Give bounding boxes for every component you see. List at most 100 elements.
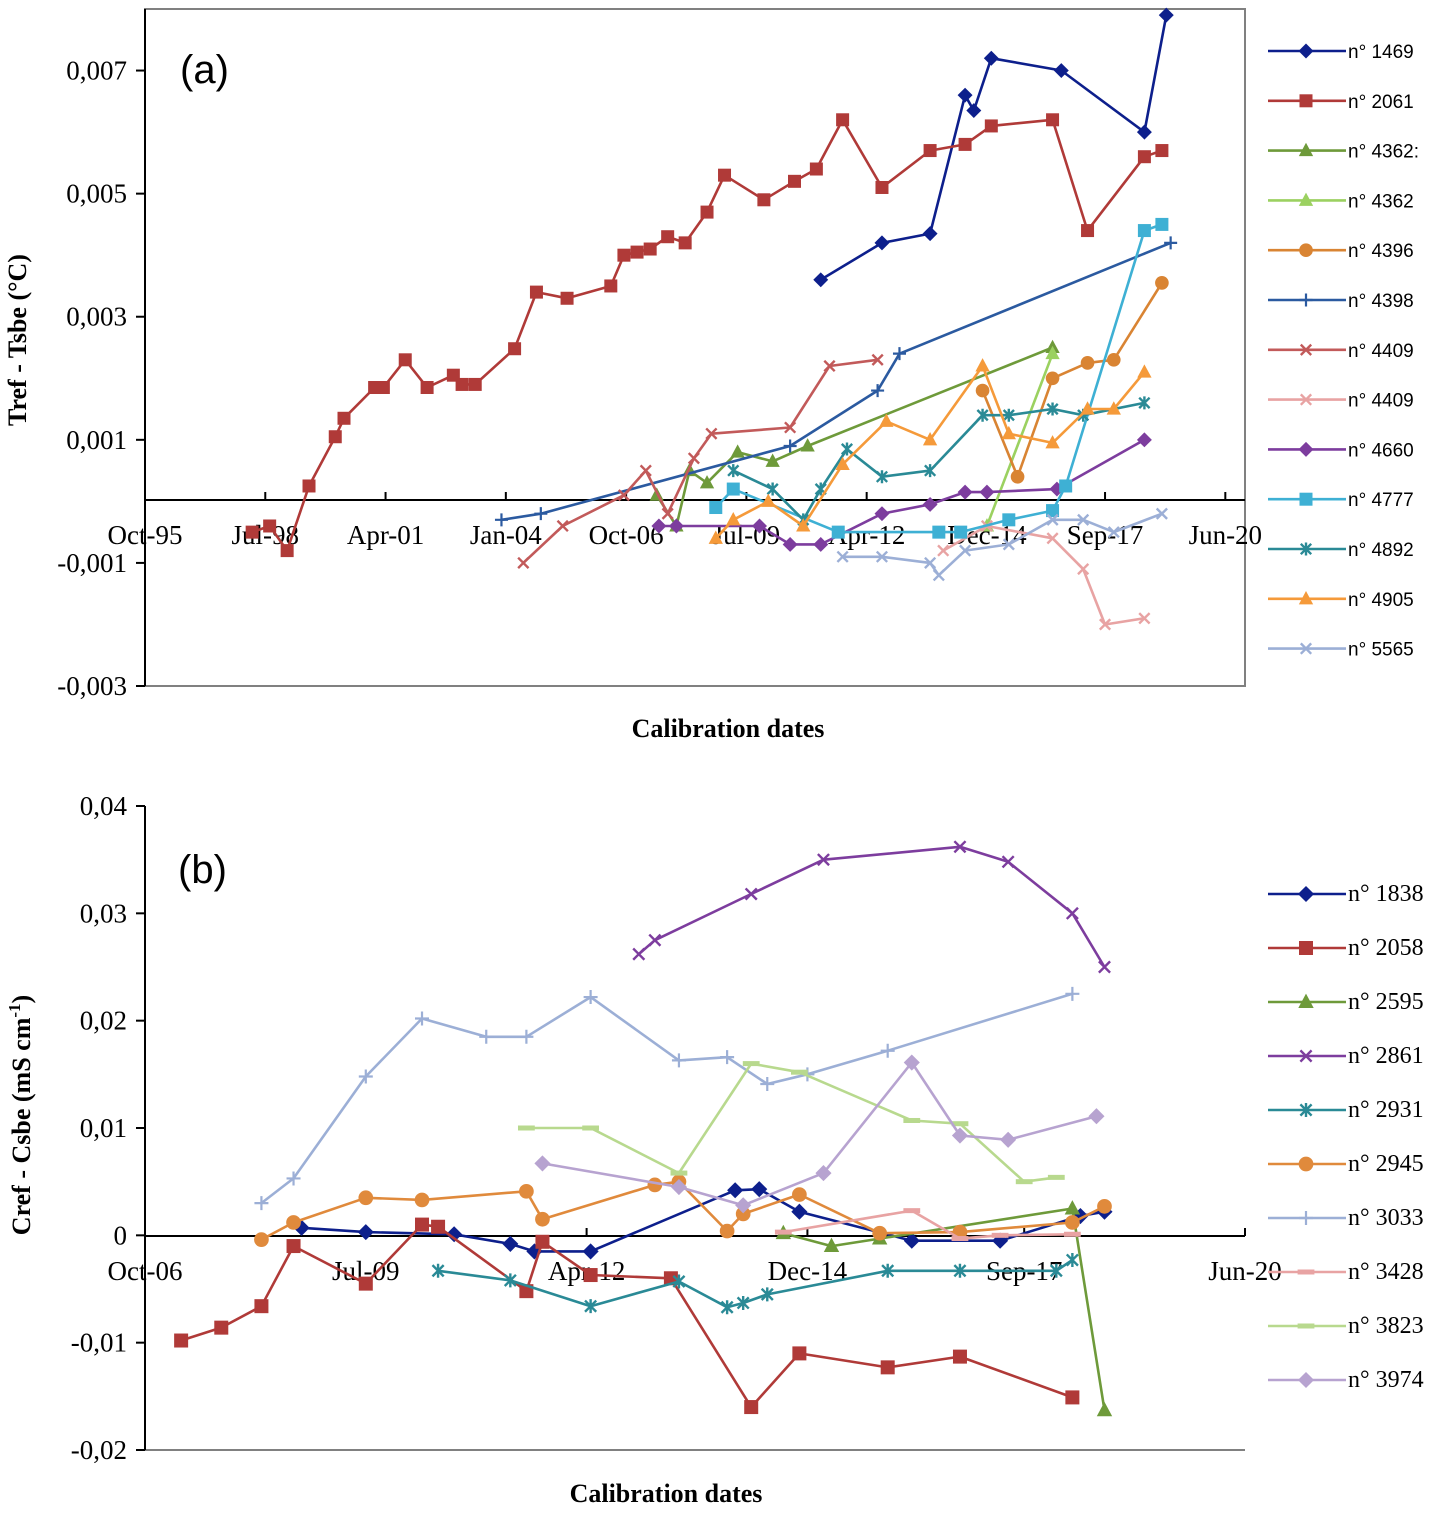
legend-entry: n° 2861 xyxy=(1268,1043,1424,1069)
series-3974-9 xyxy=(534,1054,1105,1214)
data-point xyxy=(534,1155,551,1172)
data-point xyxy=(823,359,836,373)
legend-marker xyxy=(1299,243,1313,258)
data-point xyxy=(1046,513,1059,526)
data-point xyxy=(744,887,758,901)
data-point xyxy=(903,1054,920,1071)
y-tick-label: -0,003 xyxy=(57,671,127,701)
legend-entry: n° 2058 xyxy=(1268,935,1424,961)
data-point xyxy=(1137,364,1152,378)
data-point xyxy=(529,285,543,299)
data-point xyxy=(1002,538,1015,551)
data-point xyxy=(932,525,946,539)
x-tick-label: Jan-04 xyxy=(470,520,542,550)
data-point xyxy=(1077,563,1090,576)
data-point xyxy=(751,1181,768,1198)
legend-label: n° 3428 xyxy=(1348,1259,1424,1285)
series-group-b xyxy=(174,840,1113,1417)
data-point xyxy=(517,1125,535,1131)
y-axis-title-b-main: Cref - Csbe (mS cm xyxy=(7,1017,36,1235)
data-point xyxy=(535,1211,550,1227)
legend-entry: n° 4905 xyxy=(1268,590,1414,611)
series-4409-6 xyxy=(517,353,884,569)
data-point xyxy=(726,512,741,526)
data-point xyxy=(1001,425,1016,440)
series-line xyxy=(655,346,1054,528)
data-point xyxy=(668,518,684,534)
legend-label: n° 4398 xyxy=(1348,291,1414,312)
series-2058-1 xyxy=(174,1217,1080,1415)
data-point xyxy=(286,1215,301,1230)
data-point xyxy=(508,342,522,356)
legend-marker xyxy=(1298,993,1314,1008)
data-point xyxy=(420,381,434,395)
legend-entry: n° 4409 xyxy=(1268,391,1414,412)
legend-label: n° 1838 xyxy=(1348,881,1424,907)
data-point xyxy=(560,291,574,305)
data-point xyxy=(1155,217,1169,231)
data-point xyxy=(302,479,316,493)
data-point xyxy=(975,358,990,372)
data-point xyxy=(872,1225,888,1241)
y-axis-title-a: Tref - Tsbe (°C) xyxy=(3,254,32,426)
data-point xyxy=(951,1127,969,1144)
data-point xyxy=(937,544,950,557)
legend-marker xyxy=(1298,441,1314,457)
data-point xyxy=(446,1226,463,1243)
legend-entry: n° 3428 xyxy=(1268,1259,1424,1285)
data-point xyxy=(951,1121,969,1127)
data-point xyxy=(415,1011,430,1026)
data-point xyxy=(376,381,390,395)
legend-label: n° 4396 xyxy=(1348,241,1414,262)
data-point xyxy=(976,408,989,422)
data-point xyxy=(431,1219,446,1234)
legend-label: n° 4362: xyxy=(1348,142,1419,163)
data-point xyxy=(1002,408,1015,422)
data-point xyxy=(455,377,469,391)
data-point xyxy=(761,493,776,507)
data-point xyxy=(922,496,938,512)
legend-entry: n° 4362: xyxy=(1268,142,1419,163)
data-point xyxy=(630,245,644,259)
series-4660-8 xyxy=(651,432,1152,552)
data-point xyxy=(1049,1263,1063,1278)
series-4409-7 xyxy=(937,519,1151,631)
panel-label-b: (b) xyxy=(178,848,227,892)
data-point xyxy=(744,1400,759,1415)
data-point xyxy=(1046,532,1059,545)
data-point xyxy=(792,1346,807,1361)
x-tick-label: Oct-06 xyxy=(589,520,664,550)
data-point xyxy=(1045,371,1060,386)
data-point xyxy=(535,1234,550,1249)
x-tick-label: Oct-06 xyxy=(108,1256,183,1286)
legend-marker xyxy=(1299,492,1313,506)
data-point xyxy=(1045,435,1060,449)
data-point xyxy=(414,1192,430,1208)
y-tick-label: 0,04 xyxy=(80,791,128,821)
data-point xyxy=(583,1268,598,1283)
data-point xyxy=(953,1263,967,1278)
legend-entry: n° 2061 xyxy=(1268,92,1414,113)
legend-entry: n° 4409 xyxy=(1268,341,1414,362)
legend-entry: n° 3033 xyxy=(1268,1205,1424,1231)
legend-entry: n° 1469 xyxy=(1268,42,1414,63)
data-point xyxy=(661,230,675,244)
data-point xyxy=(1098,618,1112,631)
data-point xyxy=(1098,960,1111,974)
data-point xyxy=(1096,1401,1113,1417)
data-point xyxy=(720,1050,735,1065)
legend-entry: n° 4362 xyxy=(1268,191,1414,212)
data-point xyxy=(784,421,797,434)
legend-marker xyxy=(1297,1323,1315,1329)
legend-entry: n° 4777 xyxy=(1268,490,1414,511)
legend-marker xyxy=(1299,343,1313,356)
data-point xyxy=(678,236,692,250)
data-point xyxy=(871,353,884,366)
data-point xyxy=(1065,906,1079,920)
data-point xyxy=(796,518,811,532)
data-point xyxy=(468,377,482,391)
data-point xyxy=(840,442,854,456)
data-point xyxy=(1002,513,1016,527)
series-3428-7 xyxy=(774,1208,1081,1242)
series-2931-4 xyxy=(431,1253,1079,1315)
